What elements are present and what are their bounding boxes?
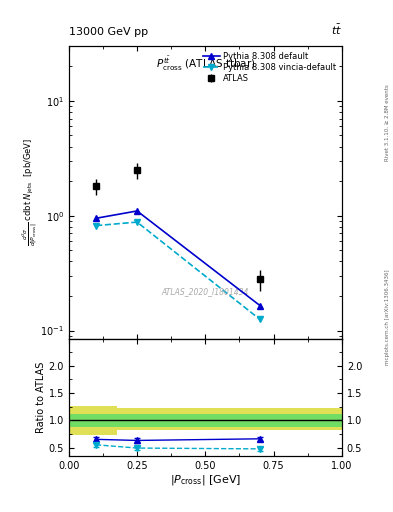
Legend: Pythia 8.308 default, Pythia 8.308 vincia-default, ATLAS: Pythia 8.308 default, Pythia 8.308 vinci… [201, 50, 338, 85]
Text: $P_{\mathrm{cross}}^{t\bar{t}}$ (ATLAS ttbar): $P_{\mathrm{cross}}^{t\bar{t}}$ (ATLAS t… [156, 55, 255, 73]
Y-axis label: $\frac{d^2\sigma}{d|P_{\mathrm{cross}}|}$ cdbt $N_{\mathrm{jets}}$  [pb/GeV]: $\frac{d^2\sigma}{d|P_{\mathrm{cross}}|}… [20, 138, 39, 246]
X-axis label: $|P_{\mathrm{cross}}|$ [GeV]: $|P_{\mathrm{cross}}|$ [GeV] [170, 473, 241, 487]
Pythia 8.308 default [94, 215, 98, 221]
Pythia 8.308 vincia-default [258, 316, 263, 323]
Text: $t\bar{t}$: $t\bar{t}$ [331, 23, 342, 37]
Text: mcplots.cern.ch [arXiv:1306.3436]: mcplots.cern.ch [arXiv:1306.3436] [385, 270, 390, 365]
Pythia 8.308 default [135, 208, 140, 214]
Line: Pythia 8.308 default: Pythia 8.308 default [93, 207, 263, 309]
Y-axis label: Ratio to ATLAS: Ratio to ATLAS [36, 361, 46, 433]
Text: Rivet 3.1.10, ≥ 2.8M events: Rivet 3.1.10, ≥ 2.8M events [385, 84, 390, 161]
Line: Pythia 8.308 vincia-default: Pythia 8.308 vincia-default [93, 219, 263, 323]
Pythia 8.308 vincia-default [94, 223, 98, 229]
Text: ATLAS_2020_I1801434: ATLAS_2020_I1801434 [162, 287, 249, 296]
Pythia 8.308 vincia-default [135, 219, 140, 225]
Text: 13000 GeV pp: 13000 GeV pp [69, 27, 148, 37]
Pythia 8.308 default [258, 303, 263, 309]
